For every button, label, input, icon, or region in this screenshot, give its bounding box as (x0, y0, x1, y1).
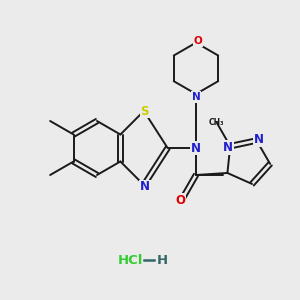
Text: O: O (194, 36, 202, 46)
Text: H: H (156, 254, 168, 266)
Text: S: S (141, 104, 149, 118)
Text: O: O (176, 194, 185, 207)
Text: N: N (192, 92, 200, 102)
Text: HCl: HCl (117, 254, 143, 266)
Text: CH₃: CH₃ (209, 118, 224, 127)
Text: N: N (140, 181, 150, 194)
Text: N: N (223, 141, 233, 154)
Text: N: N (254, 133, 264, 146)
Text: N: N (191, 142, 201, 154)
